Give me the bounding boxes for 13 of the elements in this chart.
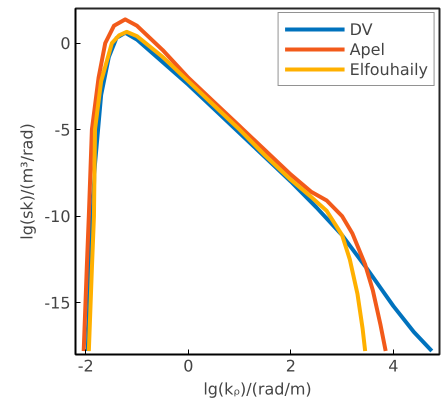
x-tick-label: 2 bbox=[286, 356, 296, 376]
x-axis-title: lg(kᵨ)/(rad/m) bbox=[203, 380, 312, 398]
y-tick-label: 0 bbox=[60, 34, 71, 54]
y-tick-label: -15 bbox=[44, 294, 71, 313]
x-tick-label: 4 bbox=[388, 356, 398, 376]
y-tick-label: -10 bbox=[44, 207, 71, 226]
x-tick-label: 0 bbox=[183, 356, 194, 376]
y-tick-label: -5 bbox=[54, 120, 70, 140]
legend-label: DV bbox=[350, 20, 373, 38]
legend-label: Elfouhaily bbox=[350, 60, 428, 78]
x-tick-label: -2 bbox=[78, 356, 94, 376]
y-axis-title: lg(sk)/(m³/rad) bbox=[17, 123, 36, 240]
legend-label: Apel bbox=[350, 40, 385, 58]
